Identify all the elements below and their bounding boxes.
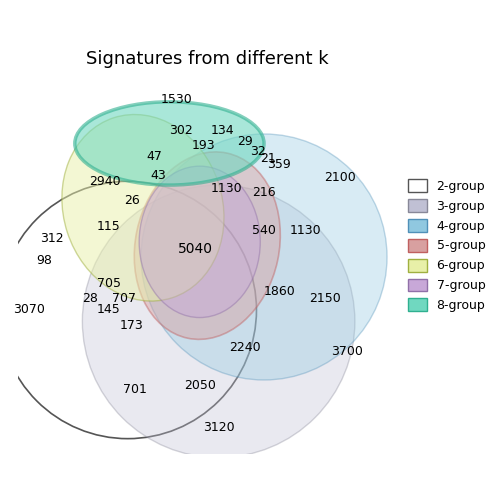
Text: 2100: 2100 [324, 171, 356, 184]
Text: 701: 701 [123, 383, 147, 396]
Text: 115: 115 [97, 220, 121, 233]
Text: 145: 145 [97, 303, 121, 317]
Text: 2050: 2050 [184, 379, 216, 392]
Text: 28: 28 [82, 292, 98, 305]
Text: 302: 302 [169, 123, 193, 137]
Text: 193: 193 [192, 139, 215, 152]
Text: 134: 134 [211, 123, 234, 137]
Legend: 2-group, 3-group, 4-group, 5-group, 6-group, 7-group, 8-group: 2-group, 3-group, 4-group, 5-group, 6-gr… [403, 174, 490, 317]
Text: 5040: 5040 [178, 242, 213, 257]
Text: 1860: 1860 [263, 285, 295, 297]
Text: 29: 29 [237, 135, 253, 148]
Ellipse shape [62, 114, 224, 301]
Text: 21: 21 [260, 152, 276, 165]
Text: 1130: 1130 [290, 224, 322, 237]
Ellipse shape [82, 185, 355, 458]
Text: 1130: 1130 [210, 182, 242, 196]
Text: 359: 359 [267, 158, 291, 171]
Text: 1530: 1530 [161, 93, 193, 106]
Text: 43: 43 [150, 169, 166, 182]
Text: 540: 540 [252, 224, 276, 237]
Text: 3120: 3120 [203, 421, 234, 434]
Text: 3700: 3700 [331, 345, 363, 358]
Text: 2240: 2240 [229, 341, 261, 354]
Title: Signatures from different k: Signatures from different k [86, 50, 329, 68]
Ellipse shape [139, 166, 260, 318]
Text: 47: 47 [146, 150, 162, 163]
Ellipse shape [141, 134, 387, 380]
Text: 3070: 3070 [14, 303, 45, 317]
Text: 2150: 2150 [309, 292, 341, 305]
Text: 2940: 2940 [89, 175, 121, 188]
Text: 26: 26 [123, 194, 140, 207]
Text: 98: 98 [37, 255, 52, 267]
Ellipse shape [134, 152, 280, 339]
Ellipse shape [75, 102, 264, 185]
Text: 707: 707 [112, 292, 136, 305]
Text: 32: 32 [250, 145, 266, 158]
Text: 705: 705 [97, 277, 121, 290]
Text: 173: 173 [120, 319, 144, 332]
Text: 216: 216 [252, 186, 276, 199]
Text: 312: 312 [40, 231, 64, 244]
